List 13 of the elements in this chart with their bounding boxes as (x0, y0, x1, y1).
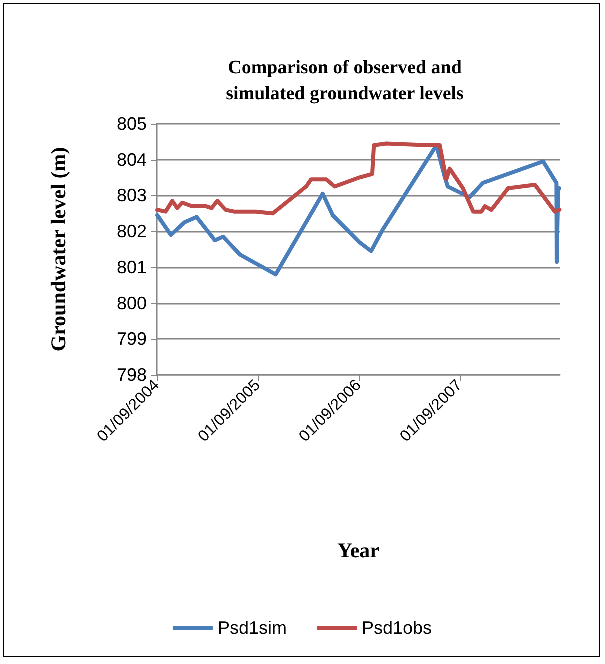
y-tick-label: 804 (116, 150, 147, 170)
legend-label: Psd1obs (362, 618, 432, 638)
y-tick-label: 805 (116, 114, 147, 134)
y-tick-label: 803 (116, 186, 147, 206)
x-axis-title: Year (338, 538, 380, 562)
y-tick-label: 798 (116, 365, 147, 385)
chart-title: Comparison of observed and simulated groundwater levels (226, 58, 464, 104)
y-axis-title: Groundwater level (m) (46, 147, 70, 352)
y-tick-label: 799 (116, 329, 147, 350)
y-tick-label: 801 (116, 257, 147, 278)
legend-label: Psd1sim (218, 618, 287, 638)
y-tick-label: 800 (116, 293, 147, 314)
y-tick-label: 802 (116, 222, 147, 242)
